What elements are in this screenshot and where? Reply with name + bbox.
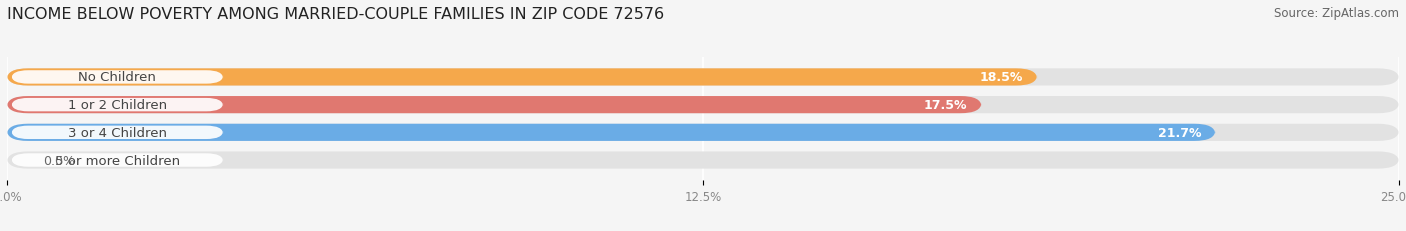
FancyBboxPatch shape (7, 97, 1399, 114)
Text: 0.0%: 0.0% (44, 154, 75, 167)
FancyBboxPatch shape (7, 124, 1399, 141)
Text: 17.5%: 17.5% (924, 99, 967, 112)
Text: 5 or more Children: 5 or more Children (55, 154, 180, 167)
FancyBboxPatch shape (11, 71, 224, 84)
Text: 21.7%: 21.7% (1157, 126, 1201, 139)
FancyBboxPatch shape (11, 98, 224, 112)
Text: No Children: No Children (79, 71, 156, 84)
Text: 3 or 4 Children: 3 or 4 Children (67, 126, 167, 139)
Text: 1 or 2 Children: 1 or 2 Children (67, 99, 167, 112)
FancyBboxPatch shape (7, 124, 1215, 141)
Text: Source: ZipAtlas.com: Source: ZipAtlas.com (1274, 7, 1399, 20)
FancyBboxPatch shape (11, 126, 224, 140)
FancyBboxPatch shape (7, 69, 1038, 86)
FancyBboxPatch shape (7, 97, 981, 114)
Text: 18.5%: 18.5% (980, 71, 1024, 84)
Text: INCOME BELOW POVERTY AMONG MARRIED-COUPLE FAMILIES IN ZIP CODE 72576: INCOME BELOW POVERTY AMONG MARRIED-COUPL… (7, 7, 664, 22)
FancyBboxPatch shape (11, 154, 224, 167)
FancyBboxPatch shape (7, 69, 1399, 86)
FancyBboxPatch shape (7, 152, 1399, 169)
